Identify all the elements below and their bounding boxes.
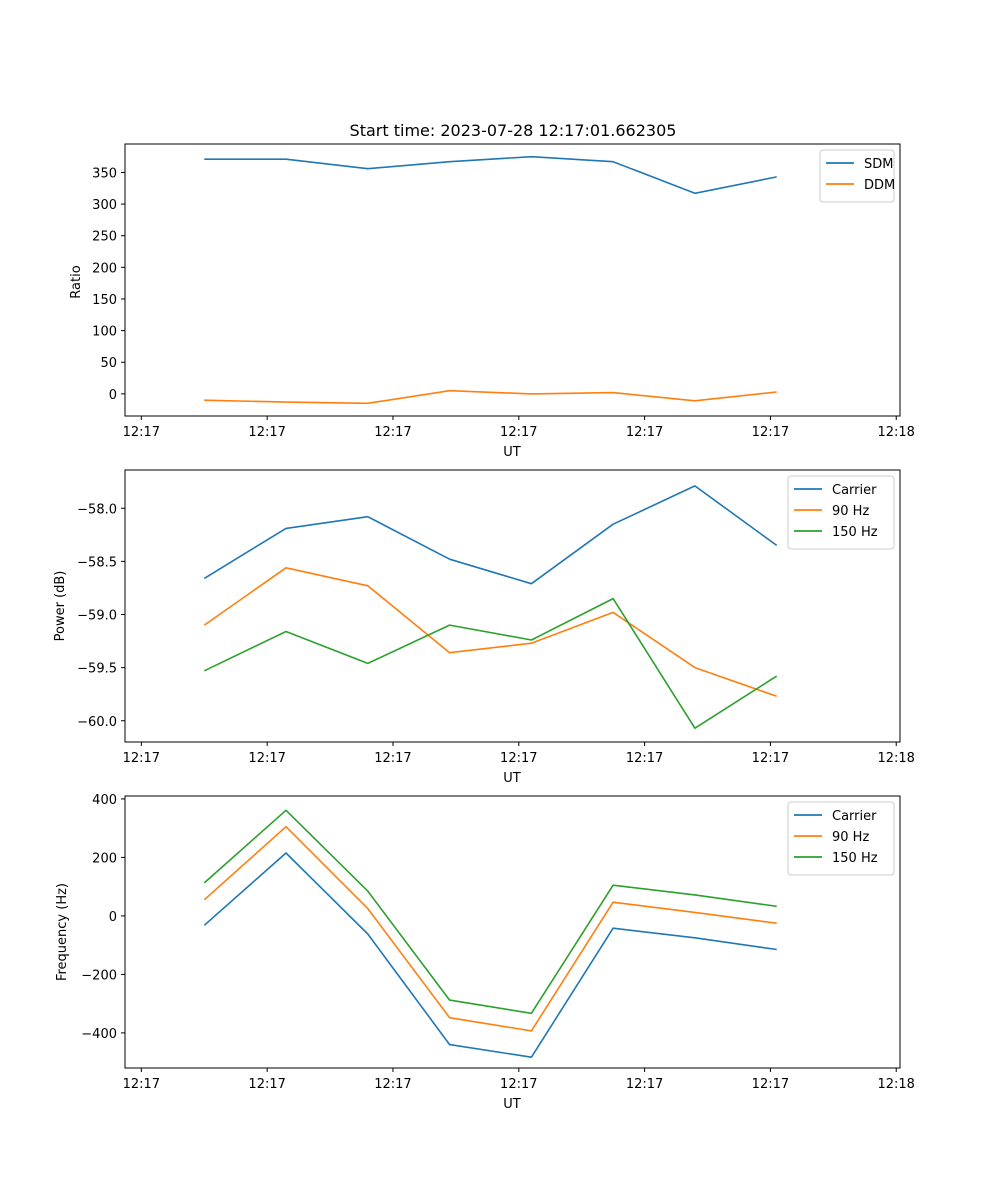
frequency-panel: UT Frequency (Hz) 12:17 12:17 12:17 12:17 12… <box>55 793 915 1112</box>
x-tick-label: 12:17 <box>374 425 411 440</box>
y-axis-label: Frequency (Hz) <box>55 883 70 981</box>
legend-label: 90 Hz <box>832 504 869 519</box>
legend-label: Carrier <box>832 483 877 498</box>
y-tick-label: −400 <box>81 1027 117 1042</box>
x-tick-label: 12:17 <box>374 1077 411 1092</box>
legend-label: 150 Hz <box>832 851 878 866</box>
plot-frame <box>124 795 901 1069</box>
x-tick-label: 12:17 <box>248 1077 285 1092</box>
series-line-150-hz <box>203 597 778 730</box>
y-tick-label: 350 <box>92 166 117 181</box>
x-tick-label: 12:17 <box>123 1077 160 1092</box>
legend: Carrier 90 Hz 150 Hz <box>787 801 895 876</box>
series-line-90-hz <box>203 825 777 1032</box>
legend-label: 150 Hz <box>832 525 878 540</box>
x-tick-label: 12:17 <box>248 425 285 440</box>
y-tick-label: 0 <box>109 910 117 925</box>
y-tick-label: −59.0 <box>77 609 117 624</box>
y-tick-label: 200 <box>92 851 117 866</box>
x-tick-label: 12:17 <box>752 1077 789 1092</box>
x-tick-label: 12:18 <box>877 425 914 440</box>
plot-frame <box>124 143 901 417</box>
x-tick-label: 12:17 <box>626 751 663 766</box>
power-panel: UT Power (dB) 12:17 12:17 12:17 12:17 12:17 1… <box>53 469 915 786</box>
x-tick-label: 12:17 <box>626 1077 663 1092</box>
y-tick-label: −200 <box>81 968 117 983</box>
series-line-carrier <box>203 852 777 1058</box>
x-axis-label: UT <box>503 771 521 786</box>
legend: Carrier 90 Hz 150 Hz <box>787 475 895 550</box>
y-tick-label: 0 <box>109 388 117 403</box>
x-tick-label: 12:18 <box>877 1077 914 1092</box>
y-tick-label: −58.5 <box>77 555 117 570</box>
x-tick-label: 12:17 <box>123 425 160 440</box>
x-tick-label: 12:17 <box>248 751 285 766</box>
y-axis-label: Ratio <box>69 265 84 298</box>
legend-label: 90 Hz <box>832 830 869 845</box>
y-axis-label: Power (dB) <box>53 571 68 642</box>
y-tick-label: 150 <box>92 293 117 308</box>
x-axis-label: UT <box>503 1097 521 1112</box>
x-axis-label: UT <box>503 445 521 460</box>
plot-frame <box>124 469 901 743</box>
series-line-150-hz <box>203 809 777 1015</box>
x-tick-label: 12:17 <box>374 751 411 766</box>
series-line-carrier <box>203 485 778 585</box>
x-tick-label: 12:17 <box>500 751 537 766</box>
series-line-ddm <box>204 389 777 405</box>
legend: SDM DDM <box>819 149 895 203</box>
y-tick-label: 400 <box>92 793 117 808</box>
y-tick-label: −60.0 <box>77 715 117 730</box>
x-tick-label: 12:17 <box>500 1077 537 1092</box>
ratio-panel: Start time: 2023-07-28 12:17:01.662305 U… <box>69 121 915 460</box>
series-line-sdm <box>204 155 777 195</box>
x-tick-label: 12:17 <box>752 425 789 440</box>
chart-title: Start time: 2023-07-28 12:17:01.662305 <box>350 121 677 140</box>
x-tick-label: 12:17 <box>500 425 537 440</box>
y-tick-label: 50 <box>100 356 117 371</box>
legend-label: Carrier <box>832 809 877 824</box>
x-tick-label: 12:17 <box>123 751 160 766</box>
series-line-90-hz <box>203 566 777 698</box>
legend-label: SDM <box>864 157 893 172</box>
y-tick-label: 300 <box>92 198 117 213</box>
y-tick-label: 200 <box>92 261 117 276</box>
y-tick-label: −59.5 <box>77 662 117 677</box>
y-tick-label: 250 <box>92 230 117 245</box>
x-tick-label: 12:17 <box>626 425 663 440</box>
y-tick-label: 100 <box>92 325 117 340</box>
y-tick-label: −58.0 <box>77 502 117 517</box>
legend-label: DDM <box>864 178 895 193</box>
x-tick-label: 12:18 <box>877 751 914 766</box>
x-tick-label: 12:17 <box>752 751 789 766</box>
